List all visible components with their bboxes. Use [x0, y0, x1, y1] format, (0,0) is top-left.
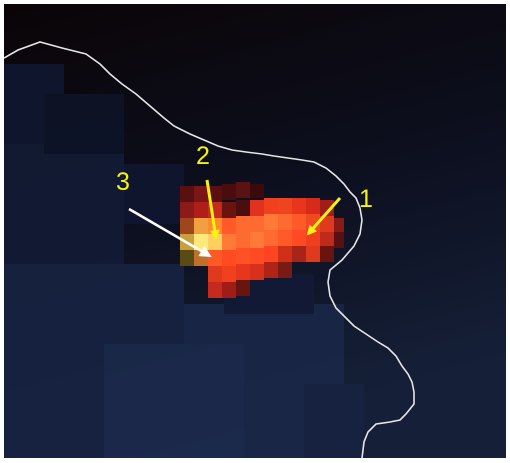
label-3: 3	[116, 168, 130, 196]
satellite-image: 1 2 3	[4, 4, 506, 458]
dark-blue-terrain	[4, 64, 364, 458]
label-2: 2	[196, 142, 210, 170]
label-1: 1	[359, 185, 373, 213]
coastline	[4, 41, 415, 458]
arrow-2	[205, 179, 220, 240]
arrow-3	[128, 207, 212, 258]
arrow-1	[306, 197, 342, 236]
